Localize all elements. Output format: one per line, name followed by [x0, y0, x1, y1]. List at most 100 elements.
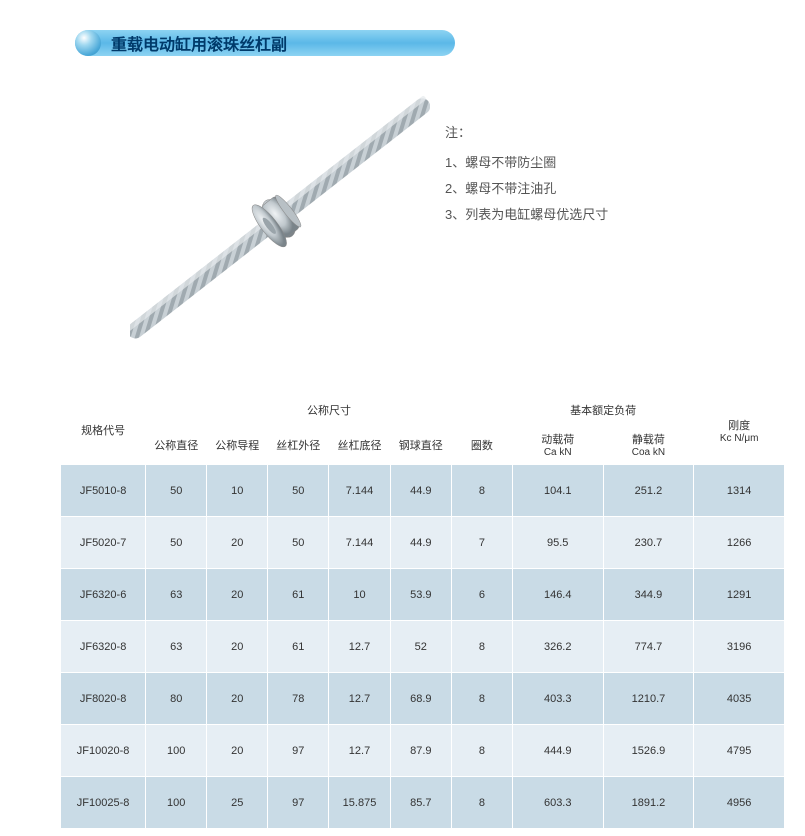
cell-value: 326.2: [512, 621, 603, 673]
cell-value: 1291: [694, 569, 785, 621]
cell-value: 146.4: [512, 569, 603, 621]
cell-value: 6: [451, 569, 512, 621]
table-row: JF10025-8100259715.87585.78603.31891.249…: [61, 777, 785, 829]
th-dim-1: 公称导程: [207, 425, 268, 465]
note-item: 1、螺母不带防尘圈: [445, 150, 608, 176]
note-item: 2、螺母不带注油孔: [445, 176, 608, 202]
cell-value: 1314: [694, 465, 785, 517]
cell-value: 251.2: [603, 465, 694, 517]
th-load-group: 基本额定负荷: [512, 396, 693, 425]
cell-model: JF10020-8: [61, 725, 146, 777]
cell-value: 403.3: [512, 673, 603, 725]
cell-value: 78: [268, 673, 329, 725]
cell-value: 774.7: [603, 621, 694, 673]
cell-value: 4956: [694, 777, 785, 829]
cell-value: 104.1: [512, 465, 603, 517]
cell-value: 230.7: [603, 517, 694, 569]
sphere-icon: [75, 30, 101, 56]
cell-value: 15.875: [329, 777, 390, 829]
table-row: JF10020-8100209712.787.98444.91526.94795: [61, 725, 785, 777]
cell-value: 1526.9: [603, 725, 694, 777]
table-row: JF6320-66320611053.96146.4344.91291: [61, 569, 785, 621]
cell-value: 8: [451, 465, 512, 517]
cell-value: 10: [207, 465, 268, 517]
th-dim-4: 钢球直径: [390, 425, 451, 465]
cell-value: 20: [207, 517, 268, 569]
cell-value: 8: [451, 777, 512, 829]
th-load-1: 静载荷Coa kN: [603, 425, 694, 465]
cell-value: 12.7: [329, 621, 390, 673]
cell-value: 63: [146, 569, 207, 621]
th-dim-0: 公称直径: [146, 425, 207, 465]
cell-model: JF5010-8: [61, 465, 146, 517]
cell-model: JF6320-6: [61, 569, 146, 621]
cell-value: 44.9: [390, 465, 451, 517]
cell-model: JF8020-8: [61, 673, 146, 725]
title-bar: 重载电动缸用滚珠丝杠副: [75, 30, 455, 56]
cell-value: 61: [268, 569, 329, 621]
cell-model: JF6320-8: [61, 621, 146, 673]
notes-heading: 注：: [445, 120, 608, 146]
spec-table-wrap: 规格代号 公称尺寸 基本额定负荷 刚度 Kc N/μm 公称直径公称导程丝杠外径…: [60, 395, 785, 829]
cell-value: 50: [146, 517, 207, 569]
table-row: JF5010-85010507.14444.98104.1251.21314: [61, 465, 785, 517]
cell-value: 20: [207, 725, 268, 777]
cell-value: 444.9: [512, 725, 603, 777]
cell-value: 53.9: [390, 569, 451, 621]
note-item: 3、列表为电缸螺母优选尺寸: [445, 202, 608, 228]
cell-value: 61: [268, 621, 329, 673]
cell-value: 97: [268, 777, 329, 829]
cell-value: 8: [451, 725, 512, 777]
cell-value: 95.5: [512, 517, 603, 569]
cell-value: 20: [207, 621, 268, 673]
cell-value: 1210.7: [603, 673, 694, 725]
cell-value: 44.9: [390, 517, 451, 569]
cell-value: 8: [451, 621, 512, 673]
table-row: JF8020-880207812.768.98403.31210.74035: [61, 673, 785, 725]
spec-table: 规格代号 公称尺寸 基本额定负荷 刚度 Kc N/μm 公称直径公称导程丝杠外径…: [60, 395, 785, 829]
cell-value: 50: [268, 517, 329, 569]
cell-value: 50: [268, 465, 329, 517]
cell-value: 10: [329, 569, 390, 621]
page-title: 重载电动缸用滚珠丝杠副: [111, 31, 287, 55]
th-dim-2: 丝杠外径: [268, 425, 329, 465]
cell-value: 7.144: [329, 465, 390, 517]
cell-value: 12.7: [329, 673, 390, 725]
cell-value: 80: [146, 673, 207, 725]
cell-value: 7: [451, 517, 512, 569]
cell-value: 20: [207, 673, 268, 725]
th-dim-5: 圈数: [451, 425, 512, 465]
table-row: JF6320-863206112.7528326.2774.73196: [61, 621, 785, 673]
cell-value: 7.144: [329, 517, 390, 569]
cell-value: 87.9: [390, 725, 451, 777]
product-image: [130, 90, 430, 350]
cell-value: 100: [146, 777, 207, 829]
cell-value: 344.9: [603, 569, 694, 621]
cell-value: 20: [207, 569, 268, 621]
th-dims-group: 公称尺寸: [146, 396, 513, 425]
cell-value: 25: [207, 777, 268, 829]
cell-model: JF10025-8: [61, 777, 146, 829]
th-dim-3: 丝杠底径: [329, 425, 390, 465]
cell-value: 1891.2: [603, 777, 694, 829]
cell-value: 4035: [694, 673, 785, 725]
cell-value: 50: [146, 465, 207, 517]
cell-value: 603.3: [512, 777, 603, 829]
notes-block: 注： 1、螺母不带防尘圈 2、螺母不带注油孔 3、列表为电缸螺母优选尺寸: [445, 120, 608, 228]
cell-value: 63: [146, 621, 207, 673]
cell-value: 100: [146, 725, 207, 777]
cell-value: 8: [451, 673, 512, 725]
cell-model: JF5020-7: [61, 517, 146, 569]
th-load-0: 动载荷Ca kN: [512, 425, 603, 465]
cell-value: 12.7: [329, 725, 390, 777]
cell-value: 4795: [694, 725, 785, 777]
cell-value: 3196: [694, 621, 785, 673]
th-stiffness: 刚度 Kc N/μm: [694, 396, 785, 465]
cell-value: 52: [390, 621, 451, 673]
cell-value: 1266: [694, 517, 785, 569]
cell-value: 85.7: [390, 777, 451, 829]
th-model: 规格代号: [61, 396, 146, 465]
table-row: JF5020-75020507.14444.9795.5230.71266: [61, 517, 785, 569]
cell-value: 68.9: [390, 673, 451, 725]
cell-value: 97: [268, 725, 329, 777]
